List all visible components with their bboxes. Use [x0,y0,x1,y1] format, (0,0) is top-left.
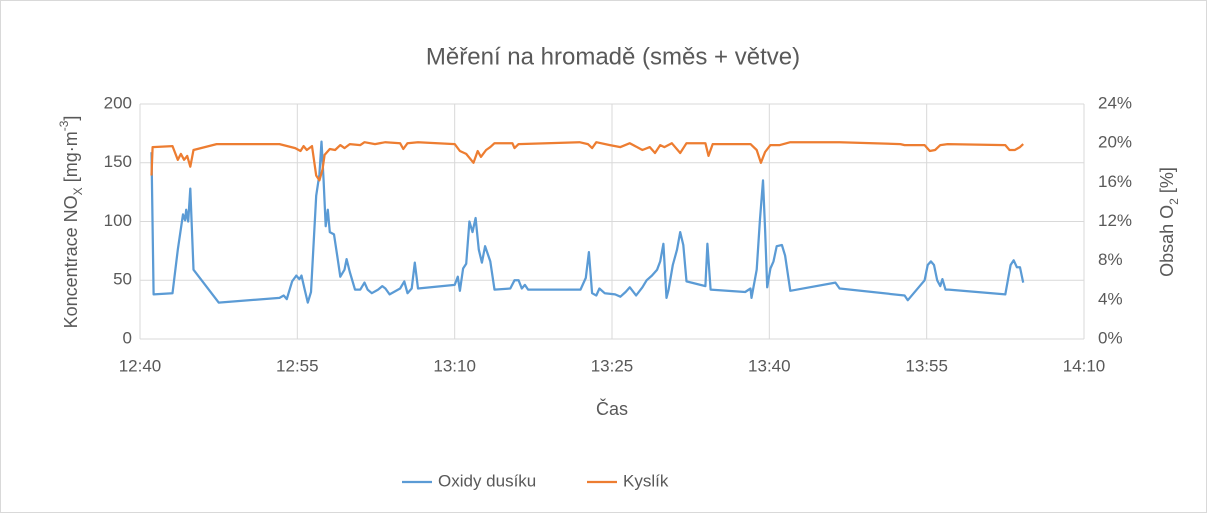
y2-axis-label-part: Obsah O [1157,205,1177,277]
y2-axis-label-part: 2 [1167,198,1181,205]
y-axis-label-part: [mg·m [61,131,81,187]
legend-label: Oxidy dusíku [438,471,536,490]
y-tick-label: 0 [123,328,132,347]
y-axis-label-part: Koncentrace NO [61,195,81,328]
line-series [150,140,1025,304]
legend-label: Kyslík [623,471,669,490]
x-tick-label: 12:55 [276,356,319,375]
y-axis-label-part: X [71,187,85,195]
x-tick-label: 13:10 [433,356,476,375]
y-tick-label: 200 [104,93,132,112]
y2-tick-label: 12% [1098,211,1132,230]
y2-tick-label: 8% [1098,250,1123,269]
x-axis-label: Čas [596,398,628,419]
y-tick-label: 150 [104,152,132,171]
x-tick-label: 13:25 [591,356,634,375]
y2-tick-label: 4% [1098,289,1123,308]
y-axis-label-part: ] [61,116,81,121]
y2-tick-label: 20% [1098,133,1132,152]
chart-title: Měření na hromadě (směs + větve) [426,43,800,70]
y-tick-label: 50 [113,270,132,289]
y2-tick-label: 24% [1098,93,1132,112]
y-axis-label: Koncentrace NOX [mg·m-3] [57,116,85,329]
line-series [150,141,1024,182]
x-tick-label: 12:40 [119,356,162,375]
y2-tick-label: 16% [1098,172,1132,191]
x-tick-label: 14:10 [1063,356,1106,375]
y-tick-label: 100 [104,211,132,230]
y2-axis-label: Obsah O2 [%] [1157,167,1181,277]
x-tick-label: 13:40 [748,356,791,375]
x-tick-label: 13:55 [905,356,948,375]
y2-tick-label: 0% [1098,328,1123,347]
y-axis-label-part: -3 [57,120,71,131]
y2-axis-label-part: [%] [1157,167,1177,198]
